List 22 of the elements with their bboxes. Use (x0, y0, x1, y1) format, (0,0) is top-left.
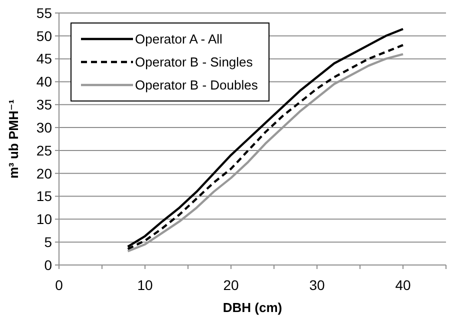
y-tick-label: 35 (36, 96, 52, 113)
y-tick-label: 0 (44, 256, 52, 273)
y-tick-label: 25 (36, 142, 52, 158)
x-tick-label: 30 (309, 277, 325, 293)
y-tick-label: 40 (36, 74, 52, 90)
y-tick-label: 50 (36, 28, 52, 44)
y-axis-title: m³ ub PMH⁻¹ (6, 99, 21, 179)
y-tick-label: 45 (36, 50, 52, 67)
x-tick-label: 40 (395, 277, 411, 293)
x-tick-label: 20 (223, 277, 239, 293)
y-tick-label: 5 (44, 234, 52, 250)
legend-label: Operator B - Doubles (135, 78, 258, 93)
y-tick-label: 55 (36, 4, 52, 21)
y-tick-label: 10 (36, 211, 52, 228)
y-tick-label: 15 (36, 188, 52, 204)
legend-label: Operator A - All (135, 32, 223, 47)
x-tick-label: 10 (137, 277, 153, 293)
x-axis-title: DBH (cm) (222, 300, 282, 315)
legend-label: Operator B - Singles (135, 54, 254, 70)
x-tick-label: 0 (55, 277, 64, 293)
y-tick-label: 30 (36, 119, 52, 136)
y-tick-label: 20 (36, 165, 52, 182)
